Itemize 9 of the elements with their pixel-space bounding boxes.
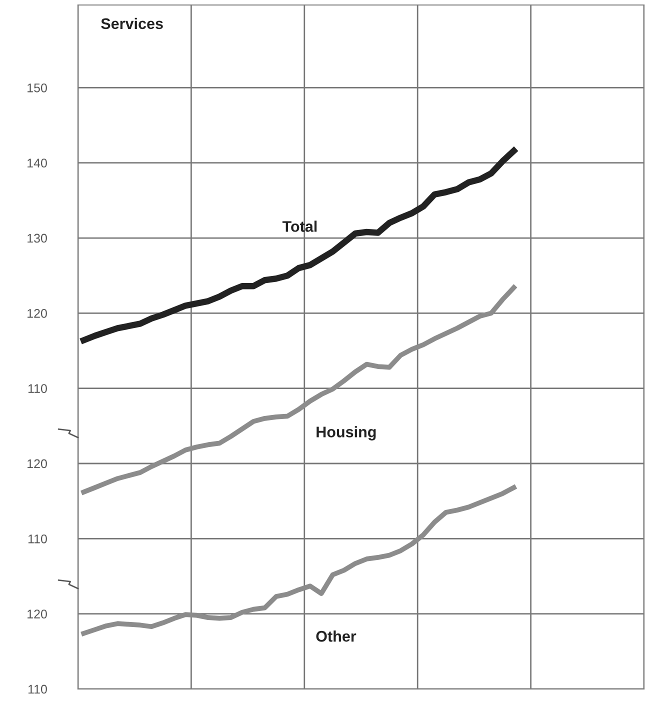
y-tick-label: 120 <box>28 308 47 318</box>
series-label: Housing <box>316 426 376 440</box>
y-tick-label: 140 <box>28 158 47 168</box>
y-tick-label: 110 <box>28 384 47 393</box>
y-tick-label: 150 <box>28 83 47 92</box>
line-series <box>81 285 516 494</box>
text: Other <box>316 630 356 642</box>
y-tick-label: 130 <box>28 234 47 243</box>
text: Services <box>101 18 163 30</box>
